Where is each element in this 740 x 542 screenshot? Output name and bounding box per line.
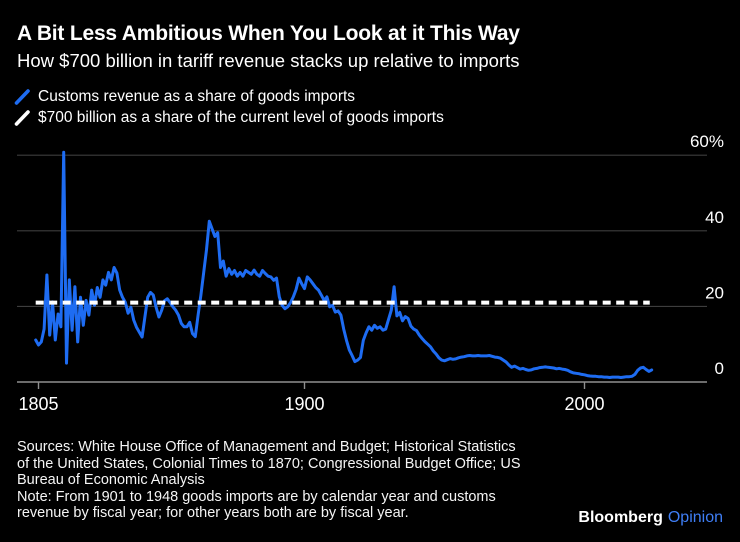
white-slash-icon: [14, 109, 30, 126]
page-subtitle: How $700 billion in tariff revenue stack…: [17, 50, 520, 71]
y-axis-label-40: 40: [705, 208, 724, 227]
x-axis-label-1805: 1805: [18, 394, 58, 414]
note-line: Note: From 1901 to 1948 goods imports ar…: [17, 488, 496, 505]
source-line: of the United States, Colonial Times to …: [17, 455, 521, 472]
legend: Customs revenue as a share of goods impo…: [14, 86, 444, 128]
page-title: A Bit Less Ambitious When You Look at it…: [17, 22, 520, 45]
x-axis-label-2000: 2000: [564, 394, 604, 414]
source-line: Bureau of Economic Analysis: [17, 472, 205, 489]
opinion-wordmark: Opinion: [667, 509, 723, 526]
source-line: Sources: White House Office of Managemen…: [17, 439, 516, 455]
y-axis-label-20: 20: [705, 283, 724, 302]
y-axis-label-60: 60%: [690, 132, 724, 151]
legend-item-customs-revenue: Customs revenue as a share of goods impo…: [14, 86, 444, 107]
legend-label-customs-revenue: Customs revenue as a share of goods impo…: [38, 87, 356, 105]
bloomberg-opinion-logo: Bloomberg Opinion: [578, 509, 723, 527]
x-axis-label-1900: 1900: [284, 394, 324, 414]
legend-label-700-billion: $700 billion as a share of the current l…: [38, 108, 444, 126]
blue-slash-icon: [14, 88, 30, 105]
y-axis-label-0: 0: [715, 359, 724, 378]
bloomberg-wordmark: Bloomberg: [578, 509, 663, 526]
note-line: revenue by fiscal year; for other years …: [17, 505, 409, 522]
customs-revenue-line: [34, 150, 654, 379]
legend-item-700-billion: $700 billion as a share of the current l…: [14, 107, 444, 128]
footnotes: Sources: White House Office of Managemen…: [17, 439, 521, 522]
